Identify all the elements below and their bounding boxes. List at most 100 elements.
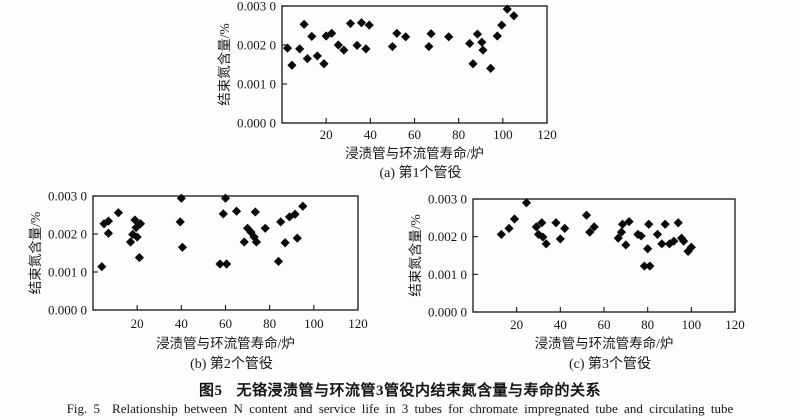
data-point — [645, 261, 655, 271]
data-point — [220, 193, 231, 203]
data-point — [624, 217, 634, 227]
data-point — [218, 209, 228, 219]
data-point — [497, 20, 507, 30]
data-point — [125, 237, 136, 247]
x-tick-label: 40 — [364, 127, 377, 142]
x-tick-label: 60 — [219, 316, 232, 331]
x-tick-label: 20 — [320, 127, 333, 142]
scatter-plot-b: 20 40 60 80 100 120 0.000 0 0.001 0 0.002 0 0.003… — [28, 189, 368, 373]
data-point — [581, 210, 592, 220]
data-point — [669, 236, 679, 246]
data-point — [633, 229, 643, 240]
x-axis-label: 浸渍管与环流管寿命/炉 — [156, 335, 295, 351]
x-tick-label: 100 — [304, 316, 324, 331]
data-point — [361, 44, 371, 54]
data-point — [555, 234, 565, 244]
data-point — [660, 219, 670, 229]
y-tick-label: 0.002 0 — [237, 38, 276, 53]
y-tick-label: 0.000 0 — [428, 305, 467, 320]
scatter-plot-c: 20 40 60 80 100 120 0.000 0 0.001 0 0.002 0 0.003… — [408, 192, 745, 373]
x-tick-label: 60 — [598, 317, 611, 332]
data-point — [613, 233, 623, 243]
data-point — [426, 29, 436, 39]
data-point — [589, 222, 599, 232]
data-point — [465, 38, 475, 49]
data-point — [509, 11, 519, 21]
data-point — [424, 41, 434, 52]
figure-number-en: Fig. 5 — [66, 401, 101, 416]
data-point — [333, 40, 343, 50]
data-point — [676, 233, 687, 243]
data-point — [130, 215, 140, 225]
data-point — [538, 232, 548, 242]
data-point — [472, 29, 483, 39]
y-tick-label: 0.001 0 — [237, 77, 276, 92]
y-axis-label: 结束氮含量/% — [408, 214, 423, 297]
chart-panel-a: 20 40 60 80 100 120 0.000 0 0.001 0 0.002 0 0.003… — [215, 0, 560, 184]
figure-title-zh: 无铬浸渍管与环流管3管役内结束氮含量与寿命的关系 — [236, 383, 602, 399]
data-point — [364, 20, 374, 30]
y-tick-label: 0.000 0 — [237, 116, 276, 131]
chart-panel-c: 20 40 60 80 100 120 0.000 0 0.001 0 0.002 0 0.003… — [408, 188, 753, 374]
data-point — [401, 32, 411, 42]
data-point — [99, 219, 109, 229]
x-tick-label: 80 — [641, 317, 654, 332]
data-point — [131, 222, 141, 233]
scatter-plot-a: 20 40 60 80 100 120 0.000 0 0.001 0 0.002 0 0.003… — [217, 0, 557, 181]
data-point — [299, 19, 309, 29]
data-point — [312, 51, 322, 61]
data-point — [287, 60, 297, 70]
plot-area-border — [472, 198, 736, 313]
x-tick-label: 80 — [452, 127, 465, 142]
data-point — [222, 259, 232, 269]
data-point — [292, 233, 302, 243]
x-tick-label: 40 — [554, 317, 567, 332]
data-point — [231, 206, 242, 216]
y-tick-label: 0.001 0 — [428, 267, 467, 282]
data-point — [249, 232, 259, 242]
data-point — [176, 193, 186, 203]
data-point — [502, 4, 512, 14]
figure-caption-english: Fig. 5 Relationship between N content and… — [0, 401, 800, 417]
data-point — [683, 246, 693, 256]
chart-panel-b: 20 40 60 80 100 120 0.000 0 0.001 0 0.002 0 0.003… — [28, 188, 373, 374]
x-axis-label: 浸渍管与环流管寿命/炉 — [535, 335, 674, 351]
data-point — [319, 59, 329, 69]
y-axis-label: 结束氮含量/% — [217, 23, 232, 106]
figure-caption-chinese: 图5 无铬浸渍管与环流管3管役内结束氮含量与寿命的关系 — [0, 379, 800, 400]
data-point — [492, 31, 502, 41]
x-tick-label: 80 — [263, 316, 276, 331]
data-point — [302, 54, 312, 64]
data-point — [686, 242, 696, 252]
data-point — [290, 209, 300, 219]
y-tick-label: 0.001 0 — [48, 265, 87, 280]
data-point — [477, 37, 487, 47]
data-point — [392, 28, 402, 38]
data-point — [280, 238, 290, 248]
data-point — [486, 63, 496, 73]
subplot-caption: (b) 第2个管役 — [190, 355, 273, 372]
y-tick-label: 0.000 0 — [48, 303, 87, 318]
data-point — [250, 207, 260, 217]
data-point — [273, 256, 284, 266]
x-tick-label: 100 — [682, 317, 702, 332]
figure-number-zh: 图5 — [198, 383, 223, 399]
data-point — [616, 227, 627, 237]
data-point — [134, 252, 144, 263]
x-tick-label: 120 — [725, 317, 745, 332]
data-point — [307, 31, 317, 42]
x-tick-label: 100 — [493, 127, 513, 142]
data-point — [478, 45, 488, 55]
x-tick-label: 40 — [175, 316, 188, 331]
data-point — [504, 223, 514, 233]
data-point — [673, 218, 683, 228]
data-point — [652, 229, 663, 240]
figure-title-en: Relationship between N content and servi… — [112, 401, 734, 416]
y-axis-label: 结束氮含量/% — [28, 212, 43, 295]
data-point — [352, 40, 362, 50]
data-point — [679, 236, 689, 246]
data-point — [468, 59, 478, 69]
data-point — [560, 223, 570, 233]
y-tick-label: 0.002 0 — [428, 229, 467, 244]
